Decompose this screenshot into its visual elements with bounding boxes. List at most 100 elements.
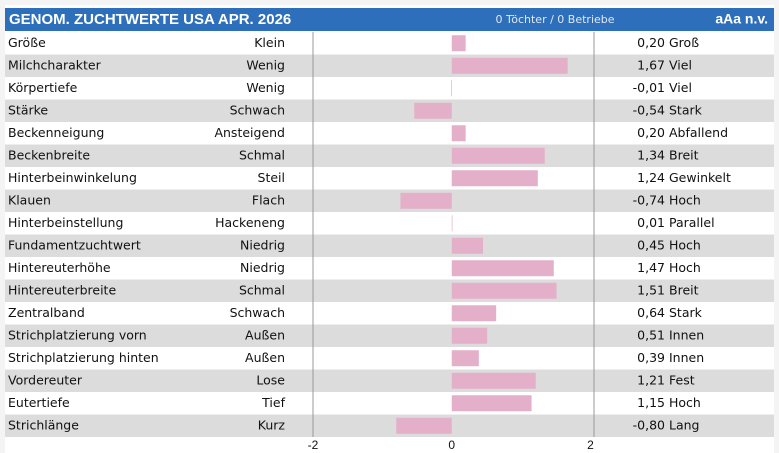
bar (451, 125, 466, 142)
left-label: Außen (245, 327, 285, 342)
left-label: Niedrig (240, 260, 285, 275)
trait-name: Milchcharakter (8, 57, 102, 72)
value-label: 1,51 (637, 282, 665, 297)
trait-name: Beckenneigung (8, 125, 104, 140)
left-label: Klein (254, 35, 285, 50)
value-label: 1,21 (637, 372, 665, 387)
right-label: Fest (669, 372, 695, 387)
right-label: Viel (669, 80, 692, 95)
x-tick-label: 2 (587, 438, 594, 452)
row-background (5, 279, 774, 302)
bar (414, 102, 452, 119)
trait-name: Hinterbeinwinkelung (8, 170, 137, 185)
note: aAa n.v. (715, 11, 768, 27)
trait-name: Hintereuterhöhe (8, 260, 111, 275)
bar (451, 372, 536, 389)
left-label: Außen (245, 350, 285, 365)
value-label: 1,67 (637, 57, 665, 72)
bar (396, 417, 452, 434)
trait-name: Strichlänge (8, 417, 79, 432)
bar (451, 170, 538, 187)
left-label: Steil (258, 170, 285, 185)
left-label: Wenig (246, 57, 285, 72)
bar (451, 282, 557, 299)
bar (451, 35, 466, 52)
bar (451, 237, 483, 254)
right-label: Lang (669, 417, 699, 432)
trait-name: Stärke (8, 102, 48, 117)
row-background (5, 234, 774, 257)
value-label: 1,24 (637, 170, 665, 185)
row-background (5, 54, 774, 77)
trait-name: Größe (8, 35, 46, 50)
trait-name: Beckenbreite (8, 147, 90, 162)
header (5, 8, 774, 31)
right-label: Breit (669, 282, 699, 297)
bar (451, 260, 554, 277)
value-label: 0,20 (637, 125, 665, 140)
value-label: 0,45 (637, 237, 665, 252)
right-label: Hoch (669, 192, 701, 207)
left-label: Tief (261, 395, 285, 410)
subtitle: 0 Töchter / 0 Betriebe (495, 13, 614, 26)
right-label: Hoch (669, 260, 701, 275)
left-label: Niedrig (240, 237, 285, 252)
left-label: Schmal (239, 147, 285, 162)
trait-name: Hinterbeinstellung (8, 215, 123, 230)
value-label: 0,39 (637, 350, 665, 365)
chart-title: GENOM. ZUCHTWERTE USA APR. 2026 (9, 11, 291, 28)
trait-name: Eutertiefe (8, 395, 70, 410)
right-label: Innen (669, 350, 704, 365)
value-label: -0,74 (633, 192, 665, 207)
bar (451, 147, 545, 164)
left-label: Lose (256, 372, 285, 387)
bar (400, 192, 452, 209)
right-label: Abfallend (669, 125, 728, 140)
right-label: Gewinkelt (669, 170, 731, 185)
row-background (5, 414, 774, 437)
bar (451, 80, 452, 97)
trait-name: Vordereuter (8, 372, 83, 387)
value-label: -0,01 (633, 80, 665, 95)
value-label: 1,15 (637, 395, 665, 410)
row-background (5, 144, 774, 167)
trait-name: Strichplatzierung vorn (8, 327, 147, 342)
bar (451, 305, 497, 322)
right-label: Breit (669, 147, 699, 162)
left-label: Kurz (258, 417, 286, 432)
value-label: 1,34 (637, 147, 665, 162)
bar (451, 215, 453, 232)
bar (451, 327, 488, 344)
bar (451, 57, 568, 74)
right-label: Viel (669, 57, 692, 72)
right-label: Parallel (669, 215, 715, 230)
row-background (5, 99, 774, 122)
left-label: Hackeneng (215, 215, 285, 230)
value-label: 0,64 (637, 305, 665, 320)
value-label: 0,01 (637, 215, 665, 230)
trait-name: Körpertiefe (8, 80, 78, 95)
row-background (5, 369, 774, 392)
value-label: 0,51 (637, 327, 665, 342)
bar (451, 350, 479, 367)
row-background (5, 324, 774, 347)
right-label: Stark (669, 305, 703, 320)
trait-name: Hintereuterbreite (8, 282, 116, 297)
right-label: Hoch (669, 237, 701, 252)
row-background (5, 189, 774, 212)
trait-name: Strichplatzierung hinten (8, 350, 159, 365)
value-label: -0,54 (633, 102, 665, 117)
left-label: Ansteigend (214, 125, 285, 140)
left-label: Schmal (239, 282, 285, 297)
right-label: Stark (669, 102, 703, 117)
right-label: Groß (669, 35, 699, 50)
left-label: Flach (252, 192, 285, 207)
bar (451, 395, 532, 412)
left-label: Schwach (230, 102, 285, 117)
x-tick-label: 0 (448, 438, 455, 452)
value-label: 1,47 (637, 260, 665, 275)
trait-name: Klauen (8, 192, 51, 207)
trait-name: Fundamentzuchtwert (8, 237, 141, 252)
x-tick-label: -2 (308, 438, 319, 452)
